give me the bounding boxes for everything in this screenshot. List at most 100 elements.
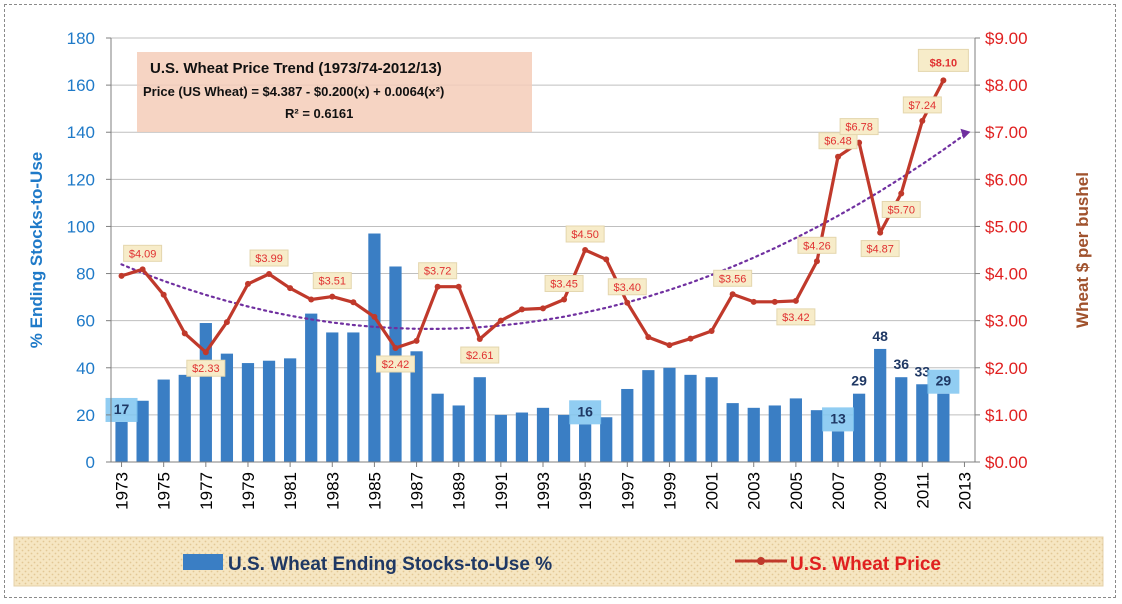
bar-label: 48 — [872, 328, 888, 344]
bar-1973 — [115, 421, 128, 462]
x-tick-label: 1985 — [365, 472, 384, 510]
bar-1987 — [410, 351, 423, 462]
price-point-1997 — [624, 299, 631, 306]
right-tick-label: $3.00 — [985, 312, 1028, 331]
x-tick-label: 1989 — [450, 472, 469, 510]
price-point-1983 — [329, 293, 336, 300]
price-label-box — [797, 236, 837, 254]
price-label-box — [860, 240, 900, 258]
bar-1996 — [600, 417, 613, 462]
bar-1998 — [642, 370, 655, 462]
price-point-1975 — [160, 291, 167, 298]
bar-2006 — [810, 410, 824, 462]
price-point-1973 — [118, 272, 125, 279]
annotation-title: U.S. Wheat Price Trend (1973/74-2012/13) — [150, 60, 442, 77]
left-tick-label: 160 — [67, 76, 95, 95]
x-tick-label: 1991 — [492, 472, 511, 510]
price-point-1977 — [202, 349, 209, 356]
left-tick-label: 40 — [76, 359, 95, 378]
price-point-2005 — [792, 297, 799, 304]
right-tick-label: $0.00 — [985, 453, 1028, 472]
x-tick-label: 1973 — [113, 472, 132, 510]
x-tick-label: 1977 — [197, 472, 216, 510]
x-tick-label: 1979 — [239, 472, 258, 510]
left-axis-title: % Ending Stocks-to-Use — [27, 152, 46, 348]
price-point-1980 — [266, 271, 273, 278]
price-label-box — [565, 225, 605, 243]
legend: U.S. Wheat Ending Stocks-to-Use % U.S. W… — [13, 536, 1104, 587]
bar-label: 16 — [577, 403, 593, 419]
price-point-1981 — [287, 285, 294, 292]
right-tick-label: $5.00 — [985, 217, 1028, 236]
price-label-box — [544, 274, 584, 292]
x-tick-label: 1981 — [281, 472, 300, 510]
x-tick-label: 1975 — [155, 472, 174, 510]
x-tick-label: 1999 — [660, 472, 679, 510]
price-point-2010 — [898, 190, 905, 197]
x-tick-label: 2009 — [871, 472, 890, 510]
left-tick-label: 180 — [67, 29, 95, 48]
price-label: $8.10 — [930, 57, 958, 69]
bar-1984 — [347, 332, 360, 462]
price-point-1992 — [518, 306, 525, 313]
left-tick-label: 0 — [86, 453, 95, 472]
price-point-1986 — [392, 344, 399, 351]
price-label: $2.61 — [466, 350, 494, 362]
bar-label: 17 — [114, 401, 130, 417]
right-tick-label: $4.00 — [985, 265, 1028, 284]
price-label: $5.70 — [887, 204, 915, 216]
bar-2009 — [874, 348, 887, 462]
x-tick-label: 1995 — [576, 472, 595, 510]
price-label-box — [418, 262, 458, 280]
price-point-1995 — [582, 247, 589, 253]
legend-bar-swatch — [183, 554, 223, 570]
price-label-box — [186, 359, 226, 377]
bar-1997 — [621, 388, 634, 462]
left-tick-label: 80 — [76, 265, 95, 284]
x-tick-label: 1993 — [534, 472, 553, 510]
price-point-2006 — [813, 258, 820, 265]
price-point-1987 — [413, 337, 420, 344]
price-label: $4.09 — [129, 248, 157, 260]
bar-1985 — [368, 233, 381, 462]
left-tick-label: 60 — [76, 312, 95, 331]
price-label-box — [713, 269, 753, 287]
price-label: $3.72 — [424, 266, 452, 278]
price-label: $3.56 — [719, 273, 747, 285]
price-label-box — [123, 244, 163, 262]
price-label: $6.48 — [824, 136, 852, 148]
bar-1981 — [284, 358, 297, 462]
price-label: $3.51 — [319, 276, 347, 288]
annotation-box — [137, 52, 532, 132]
bar-1976 — [178, 374, 191, 462]
price-label-box — [460, 346, 500, 364]
bar-1990 — [473, 377, 486, 462]
trend-annotation: U.S. Wheat Price Trend (1973/74-2012/13)… — [137, 52, 532, 132]
right-tick-label: $6.00 — [985, 170, 1028, 189]
axes: 0 20 40 60 80 100 120 140 160 180 $0.00 $1.00 $2.00 $… — [27, 29, 1092, 510]
price-label: $2.33 — [192, 363, 220, 375]
price-label-box — [818, 132, 858, 150]
bar-2004 — [768, 405, 781, 462]
price-line — [121, 79, 945, 354]
bar-label-box — [569, 400, 602, 425]
x-tick-label: 2011 — [913, 472, 932, 509]
price-point-2003 — [750, 298, 757, 305]
x-tick-label: 2003 — [745, 472, 764, 510]
price-point-1985 — [371, 313, 378, 320]
bar-2012 — [937, 393, 950, 462]
price-point-1991 — [497, 317, 504, 324]
price-point-1996 — [603, 256, 610, 263]
left-tick-label: 100 — [67, 217, 95, 236]
right-tick-label: $2.00 — [985, 359, 1028, 378]
price-point-1988 — [434, 283, 441, 290]
right-tick-label: $9.00 — [985, 29, 1028, 48]
price-label: $3.42 — [782, 312, 810, 324]
x-tick-label: 2013 — [955, 472, 974, 510]
price-label-box — [917, 48, 969, 72]
price-label-box — [312, 272, 352, 290]
bar-label: 13 — [830, 410, 846, 426]
price-point-2004 — [771, 298, 778, 305]
price-label: $2.42 — [382, 359, 410, 371]
